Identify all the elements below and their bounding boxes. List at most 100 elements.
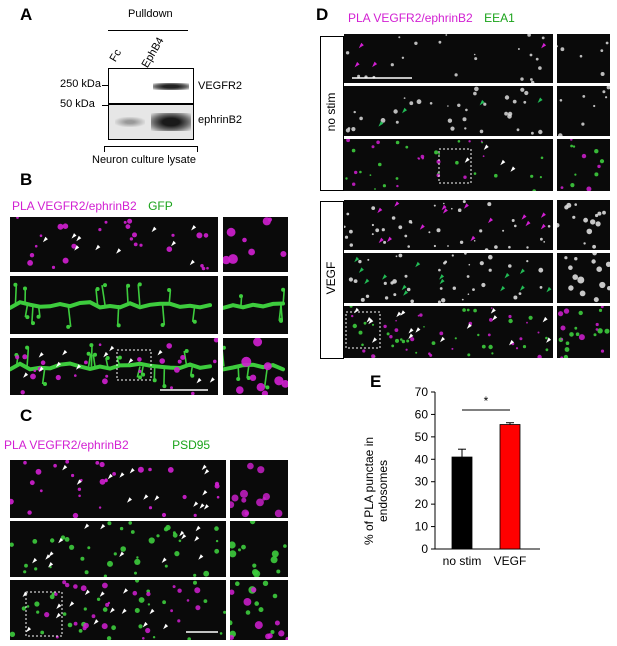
vegf-bracket [320,201,344,359]
puncta [481,344,486,349]
puncta [362,349,366,353]
puncta [530,174,534,178]
arrowhead [58,537,64,544]
panel-d-nostim-row1 [344,34,553,83]
arrowhead [193,501,199,507]
puncta [34,244,38,248]
arrowhead [56,603,62,609]
arrowhead [358,42,364,49]
puncta [358,330,363,335]
panel-b-row1-image [16,217,209,271]
puncta [83,607,87,611]
spine [237,366,240,380]
panel-d-nostim-row2-zoom-image [558,86,610,136]
puncta [477,333,480,337]
puncta [428,231,431,234]
puncta [123,220,127,224]
puncta [494,245,498,249]
puncta [22,354,28,360]
arrowhead [201,464,207,471]
puncta [520,77,524,81]
puncta [200,264,204,268]
puncta [346,212,350,216]
puncta [203,233,209,238]
spine-head [13,282,18,287]
spine-head [89,343,94,348]
blot-ephrinb2 [108,104,194,140]
puncta [532,189,536,191]
puncta [142,637,145,640]
puncta [395,319,397,322]
puncta [241,497,247,503]
arrowhead [93,619,99,625]
arrowhead [107,473,113,480]
puncta [148,506,153,510]
puncta [483,102,487,106]
puncta [270,556,278,564]
puncta [262,217,271,226]
puncta [346,139,350,143]
arrowhead [504,272,510,279]
puncta [369,174,372,176]
puncta [594,172,599,177]
puncta [595,328,599,331]
puncta [245,610,251,615]
arrowhead [123,588,128,594]
puncta [605,261,610,267]
puncta [431,341,436,345]
puncta [29,480,35,486]
arrowhead [62,349,68,356]
puncta [479,229,483,233]
puncta [563,354,569,358]
puncta [148,537,155,544]
puncta [459,240,464,244]
spine-head [36,314,41,319]
bars [451,422,521,550]
puncta [600,349,605,353]
spine-head [93,352,97,357]
puncta [433,244,436,248]
puncta [132,590,138,596]
spine [37,304,41,317]
puncta [254,621,263,630]
arrowhead [56,361,61,368]
arrowhead [76,364,81,370]
arrowhead [387,236,392,243]
puncta [390,281,394,285]
arrowhead [99,591,105,597]
puncta [547,225,551,228]
spine [41,366,46,385]
puncta [49,565,52,569]
arrowhead [209,377,215,383]
puncta [187,637,191,640]
puncta [21,606,26,611]
puncta [381,228,385,232]
puncta [167,467,174,473]
puncta [272,593,278,599]
puncta [352,182,356,186]
spine [168,289,172,306]
nostim-bracket [320,36,344,191]
spine-head [103,283,107,288]
puncta [410,299,414,303]
puncta [419,313,423,317]
puncta [437,300,441,303]
spine-head [167,288,172,292]
panel-b-row2-zoom-image [223,287,286,323]
puncta [443,202,445,205]
puncta [230,550,237,558]
puncta [278,630,285,637]
panel-d-header: PLA VEGFR2/ephrinB2 EEA1 [348,11,515,25]
puncta [439,331,444,336]
puncta [182,494,187,500]
arrowhead [490,308,496,314]
puncta [494,173,498,178]
puncta [98,228,102,232]
spine [26,347,30,367]
puncta [559,99,563,102]
puncta [581,153,587,159]
spine [280,304,283,320]
puncta [398,225,403,230]
puncta [111,625,116,631]
puncta [528,315,533,320]
